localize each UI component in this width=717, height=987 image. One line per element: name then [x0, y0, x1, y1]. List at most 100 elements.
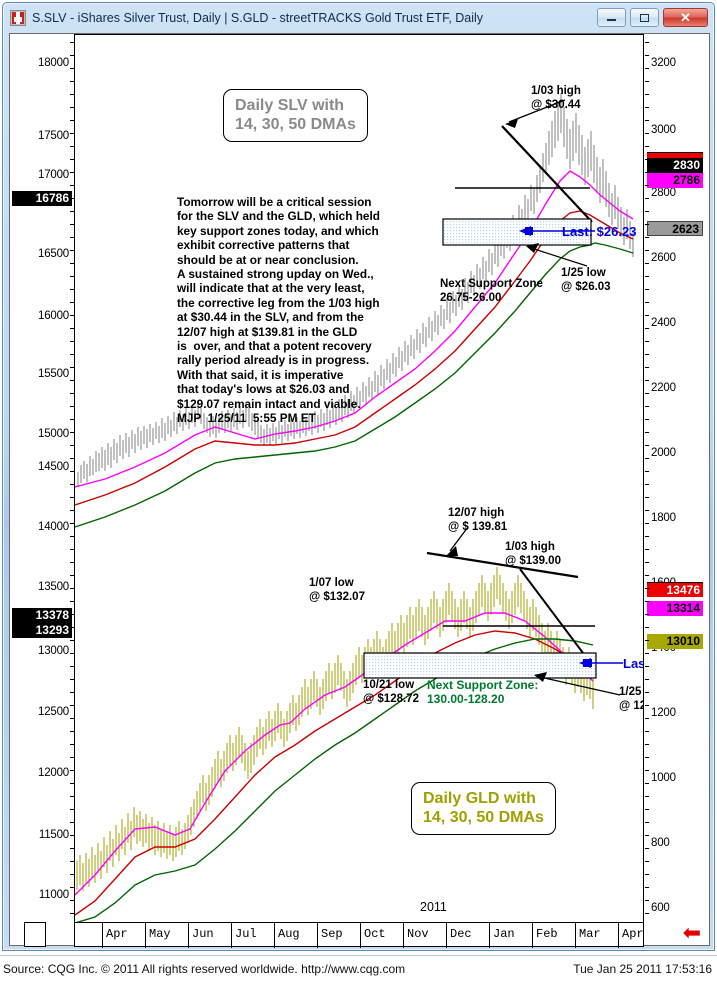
axis-tickmark — [645, 705, 649, 706]
axis-tickmark — [70, 796, 74, 797]
axis-tickmark — [70, 640, 74, 641]
slv-high-arrow-line — [508, 99, 566, 123]
axis-tick: 600 — [651, 902, 670, 914]
axis-tickmark — [645, 757, 649, 758]
axis-tick: 13000 — [38, 645, 69, 657]
axis-tickmark — [645, 445, 649, 446]
right-price-tag: 13010 — [647, 634, 703, 649]
gld-last-label: Last: $130.10 — [623, 656, 643, 671]
month-tick: May — [149, 927, 171, 941]
axis-tickmark — [645, 744, 649, 745]
timestamp-text: Tue Jan 25 2011 17:53:16 — [573, 962, 712, 976]
axis-tickmark — [70, 484, 74, 485]
axis-tickmark — [645, 276, 649, 277]
scroll-left-arrow-icon[interactable]: ⬅ — [682, 921, 701, 946]
axis-tickmark — [645, 783, 649, 784]
axis-tickmark — [645, 575, 649, 576]
axis-tickmark — [645, 874, 649, 875]
axis-tickmark — [645, 315, 649, 316]
axis-tick: 18000 — [38, 57, 69, 69]
axis-tickmark — [645, 406, 649, 407]
axis-tickmark — [645, 484, 649, 485]
gld-low-arrow — [534, 672, 547, 682]
slv-last-marker — [525, 227, 533, 235]
minimize-button[interactable] — [597, 8, 626, 27]
axis-tick: 16000 — [38, 310, 69, 322]
axis-tick: 1800 — [651, 512, 676, 524]
time-axis[interactable]: Apr May Jun Jul Aug Sep Oct Nov Dec Jan … — [74, 922, 644, 948]
plot-canvas[interactable]: Daily SLV with 14, 30, 50 DMAs Tomorrow … — [74, 34, 644, 922]
axis-tick: 16500 — [38, 248, 69, 260]
axis-tick: 2200 — [651, 382, 676, 394]
axis-tickmark — [645, 133, 649, 134]
axis-tickmark — [70, 42, 74, 43]
axis-tickmark — [70, 107, 74, 108]
gld-ma-50 — [75, 638, 594, 922]
gld-downtrend-line-2 — [519, 568, 596, 670]
axis-tickmark — [70, 172, 74, 173]
month-tick: Feb — [536, 927, 558, 941]
right-price-axis[interactable]: 3200 3000 2800 2600 2400 2200 2000 1800 … — [645, 34, 711, 922]
axis-corner-box[interactable] — [24, 922, 46, 947]
axis-tickmark — [70, 263, 74, 264]
gld-high-arrow-line — [449, 526, 469, 552]
month-tick: Dec — [450, 927, 472, 941]
right-price-tag-hidden — [647, 152, 703, 158]
axis-tickmark — [645, 822, 649, 823]
axis-tickmark — [645, 367, 649, 368]
slv-low-callout: 1/25 low @ $26.03 — [561, 267, 611, 293]
axis-tickmark — [645, 172, 649, 173]
axis-tickmark — [645, 718, 649, 719]
right-price-tag: 2830 — [647, 158, 703, 173]
slv-low-arrow — [526, 243, 539, 253]
axis-tickmark — [70, 198, 74, 199]
axis-tick: 2400 — [651, 317, 676, 329]
axis-tickmark — [645, 419, 649, 420]
axis-tickmark — [70, 159, 74, 160]
close-button[interactable]: ✕ — [663, 8, 708, 27]
axis-tickmark — [70, 211, 74, 212]
gld-low-0125-callout: 1/25 low @ 129.07 — [619, 686, 643, 712]
axis-tick: 1000 — [651, 772, 676, 784]
gld-support-zone-callout: Next Support Zone: 130.00-128.20 — [427, 678, 539, 706]
right-price-tag: 2786 — [647, 173, 703, 188]
month-tick: Jan — [493, 927, 515, 941]
app-logo-icon — [10, 10, 26, 26]
axis-tickmark — [70, 367, 74, 368]
axis-tick: 3200 — [651, 57, 676, 69]
month-tick: Sep — [321, 927, 343, 941]
axis-tickmark — [645, 68, 649, 69]
axis-tickmark — [645, 380, 649, 381]
left-price-tag: 13378 — [12, 608, 72, 623]
right-price-tag: 13476 — [647, 582, 703, 597]
price-series-overlay — [75, 93, 634, 922]
axis-tickmark — [70, 55, 74, 56]
axis-tickmark — [645, 289, 649, 290]
axis-tickmark — [70, 237, 74, 238]
axis-tickmark — [70, 341, 74, 342]
axis-tickmark — [70, 354, 74, 355]
axis-tickmark — [645, 458, 649, 459]
axis-tickmark — [70, 887, 74, 888]
axis-tickmark — [645, 302, 649, 303]
axis-tickmark — [70, 510, 74, 511]
axis-tickmark — [645, 679, 649, 680]
axis-tickmark — [645, 42, 649, 43]
gld-last-arrow — [579, 658, 591, 668]
axis-tickmark — [645, 120, 649, 121]
axis-tickmark — [70, 770, 74, 771]
maximize-button[interactable] — [630, 8, 659, 27]
axis-tickmark — [70, 666, 74, 667]
left-price-tag: 16786 — [12, 191, 72, 206]
slv-last-label: Last: $26.23 — [562, 224, 637, 239]
axis-tick: 14500 — [38, 461, 69, 473]
left-price-axis[interactable]: 18000 17500 17000 16500 16000 15500 1500… — [10, 34, 74, 922]
chart-area[interactable]: 18000 17500 17000 16500 16000 15500 1500… — [9, 33, 711, 948]
axis-tickmark — [70, 601, 74, 602]
axis-tick: 17500 — [38, 130, 69, 142]
month-tick: Nov — [407, 927, 429, 941]
close-icon: ✕ — [680, 9, 691, 25]
axis-tickmark — [70, 328, 74, 329]
axis-tickmark — [70, 120, 74, 121]
axis-tickmark — [70, 185, 74, 186]
